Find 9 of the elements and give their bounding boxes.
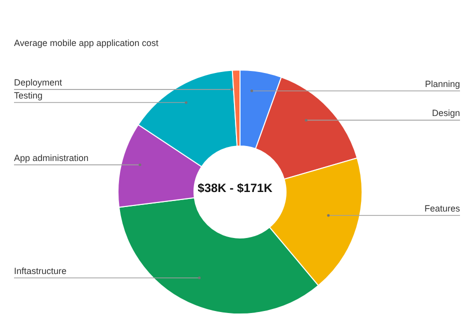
chart-title: Average mobile app application cost xyxy=(14,38,159,48)
slice-label: Deployment xyxy=(14,77,63,88)
slice-label: Design xyxy=(432,108,460,118)
slice-label: Inftastructure xyxy=(14,266,67,276)
slice-label: App administration xyxy=(14,152,89,163)
slice-label: Features xyxy=(424,203,460,214)
slice-label: Planning xyxy=(424,78,460,89)
slice-label: Testing xyxy=(14,90,43,101)
text: $38K - $171K xyxy=(198,181,273,195)
